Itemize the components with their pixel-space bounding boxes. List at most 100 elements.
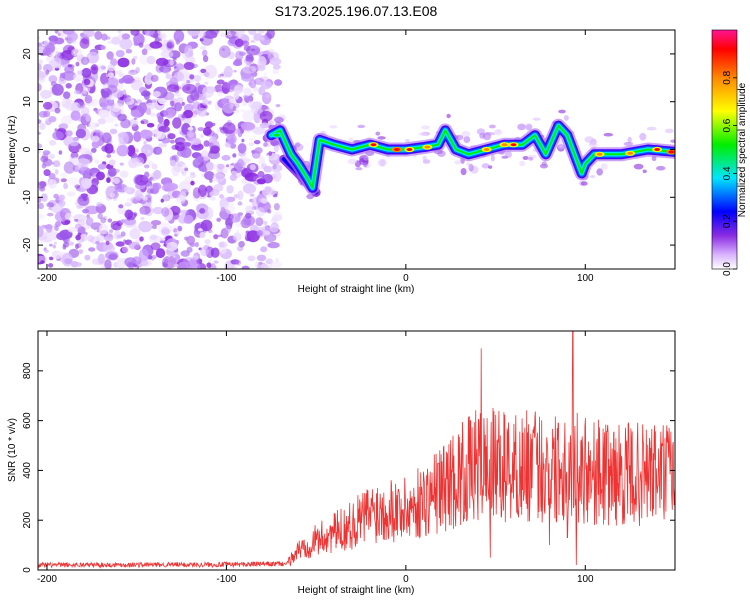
ridge-halo-blob — [656, 165, 666, 171]
ridge-halo-blob — [600, 163, 608, 170]
noise-blob — [217, 234, 223, 238]
noise-blob — [170, 159, 176, 167]
noise-blob — [227, 55, 230, 60]
noise-blob — [40, 193, 48, 202]
noise-blob — [38, 235, 47, 241]
noise-blob — [267, 241, 280, 249]
noise-blob — [68, 241, 74, 246]
noise-blob — [272, 164, 277, 170]
noise-blob — [173, 30, 185, 43]
noise-blob — [50, 161, 55, 165]
noise-blob — [218, 45, 231, 58]
noise-blob — [55, 221, 62, 227]
noise-blob — [134, 189, 143, 201]
noise-blob — [249, 193, 255, 197]
noise-blob — [73, 73, 84, 82]
noise-blob — [43, 40, 50, 46]
noise-blob — [97, 163, 107, 170]
noise-blob — [47, 230, 58, 241]
y-tick-label: 0 — [22, 567, 33, 573]
noise-blob — [64, 212, 73, 221]
noise-blob — [273, 203, 280, 211]
noise-blob — [124, 202, 133, 207]
ridge-hotspot — [501, 143, 508, 147]
noise-blob — [147, 160, 154, 166]
noise-blob — [169, 76, 178, 87]
noise-blob — [67, 226, 78, 233]
noise-blob — [38, 119, 42, 124]
noise-blob — [51, 57, 63, 69]
noise-blob — [59, 72, 66, 78]
noise-blob — [189, 74, 195, 80]
noise-blob — [139, 236, 144, 242]
noise-blob — [48, 263, 54, 268]
noise-blob — [233, 84, 244, 94]
noise-blob — [90, 64, 99, 75]
noise-blob — [240, 121, 256, 131]
noise-blob — [48, 35, 59, 42]
noise-blob — [224, 30, 231, 36]
y-tick-label: 20 — [22, 48, 33, 60]
noise-blob — [99, 266, 107, 269]
noise-blob — [158, 125, 170, 133]
noise-blob — [43, 69, 49, 77]
noise-blob — [77, 101, 86, 109]
noise-blob — [162, 194, 171, 202]
noise-blob — [170, 100, 175, 107]
noise-blob — [77, 194, 90, 206]
noise-blob — [110, 58, 118, 67]
noise-blob — [248, 30, 257, 36]
noise-blob — [212, 172, 225, 183]
noise-blob — [174, 66, 177, 69]
noise-blob — [106, 51, 114, 60]
noise-blob — [139, 129, 153, 139]
ridge-hotspot — [424, 145, 431, 149]
noise-blob — [248, 142, 255, 147]
noise-blob — [146, 55, 156, 65]
noise-blob — [121, 33, 131, 40]
ridge-halo-blob — [627, 136, 632, 144]
ridge-halo-blob — [639, 132, 647, 141]
ridge-hotspot — [596, 152, 603, 156]
noise-blob — [259, 36, 265, 41]
noise-blob — [270, 165, 276, 173]
noise-blob — [236, 229, 240, 234]
noise-blob — [104, 259, 112, 269]
ridge-halo-blob — [355, 167, 363, 171]
noise-blob — [61, 115, 73, 125]
noise-blob — [242, 95, 248, 99]
noise-blob — [140, 119, 149, 125]
noise-blob — [80, 106, 90, 117]
noise-blob — [130, 69, 135, 73]
noise-blob — [259, 110, 273, 122]
noise-blob — [38, 59, 42, 64]
noise-blob — [164, 258, 169, 264]
noise-blob — [159, 240, 166, 244]
noise-blob — [222, 102, 235, 114]
noise-blob — [75, 243, 79, 250]
noise-blob — [128, 158, 138, 169]
snr-y-ticks: 0 200 400 600 800 — [22, 362, 675, 573]
noise-blob — [97, 253, 106, 265]
noise-blob — [101, 33, 108, 41]
noise-blob — [58, 200, 66, 207]
noise-blob — [227, 166, 233, 170]
noise-blob — [142, 90, 149, 96]
noise-blob — [247, 101, 251, 106]
noise-blob — [186, 130, 195, 138]
ridge-halo-blob — [642, 169, 647, 174]
noise-blob — [38, 149, 42, 154]
noise-blob — [275, 190, 279, 194]
noise-blob — [38, 213, 45, 220]
noise-blob — [88, 247, 96, 252]
noise-blob — [155, 57, 169, 67]
ridge-halo-blob — [363, 156, 369, 161]
noise-blob — [220, 32, 227, 38]
noise-blob — [255, 207, 265, 217]
noise-blob — [258, 156, 266, 165]
noise-blob — [209, 231, 214, 234]
noise-blob — [174, 254, 181, 261]
noise-blob — [166, 42, 173, 49]
noise-blob — [241, 40, 250, 47]
noise-blob — [54, 107, 61, 114]
